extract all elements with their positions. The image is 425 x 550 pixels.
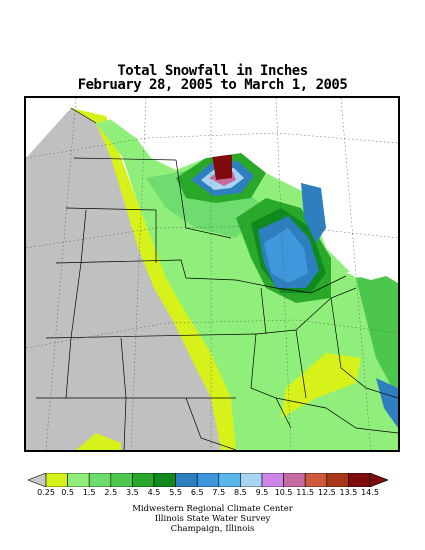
legend-swatch [175, 473, 198, 487]
legend-swatch [283, 473, 306, 487]
legend-swatch [348, 473, 371, 487]
legend-swatch [153, 473, 176, 487]
legend-tick-label: 4.5 [147, 488, 161, 497]
legend-swatch [261, 473, 284, 487]
legend-swatch [45, 473, 68, 487]
legend-tick-label: 12.5 [317, 488, 336, 497]
snow-band-0-25 [71, 108, 236, 450]
snow-band-0-25-southwest [76, 433, 121, 450]
legend-tick-label: 2.5 [104, 488, 118, 497]
legend-tick-label: 13.5 [339, 488, 358, 497]
credit-line-3: Champaign, Illinois [170, 524, 255, 534]
credit-line-1: Midwestern Regional Climate Center [132, 504, 293, 514]
state-boundaries [36, 107, 398, 450]
legend-tick-label: 8.5 [234, 488, 247, 497]
snow-band-5-5-east-south [376, 378, 398, 428]
snow-band-6-5-michigan [264, 228, 308, 283]
legend-arrow-above [369, 473, 388, 487]
legend-swatch [67, 473, 90, 487]
legend-tick-label: 14.5 [361, 488, 379, 497]
lake-erie [346, 258, 398, 280]
snowfall-map-svg [26, 98, 398, 450]
no-data-area [26, 108, 236, 450]
legend-swatch [326, 473, 349, 487]
legend-swatch [304, 473, 328, 487]
map-title-line-2: February 28, 2005 to March 1, 2005 [77, 77, 348, 93]
latlon-grid [26, 98, 398, 450]
snow-band-0-25-southeast [281, 353, 361, 418]
lake-superior [136, 118, 276, 170]
snow-band-13-5-up [212, 155, 232, 180]
legend-tick-label: 10.5 [274, 488, 293, 497]
legend-tick-label: 1.5 [82, 488, 96, 497]
legend-swatch [88, 473, 112, 487]
credit-line-2: Illinois State Water Survey [154, 514, 271, 524]
legend-tick-label: 0.25 [37, 488, 55, 497]
legend-swatch [218, 473, 241, 487]
snow-band-6-5-east [301, 183, 326, 243]
legend-tick-label: 9.5 [255, 488, 269, 497]
map-title-line-1: Total Snowfall in Inches [117, 63, 308, 79]
legend-tick-label: 5.5 [169, 488, 182, 497]
legend-tick-label: 6.5 [190, 488, 204, 497]
legend-tick-label: 7.5 [212, 488, 226, 497]
legend-arrow-below [28, 473, 47, 487]
legend-swatch [110, 473, 133, 487]
lake-huron [326, 188, 371, 268]
legend-swatch [132, 473, 155, 487]
legend-tick-label: 3.5 [126, 488, 139, 497]
legend-swatch [196, 473, 220, 487]
legend-swatch [240, 473, 263, 487]
legend-tick-label: 0.5 [61, 488, 74, 497]
snow-band-2-5-east [356, 273, 398, 398]
color-legend [28, 473, 388, 487]
snowfall-map [24, 96, 400, 452]
legend-tick-label: 11.5 [296, 488, 315, 497]
